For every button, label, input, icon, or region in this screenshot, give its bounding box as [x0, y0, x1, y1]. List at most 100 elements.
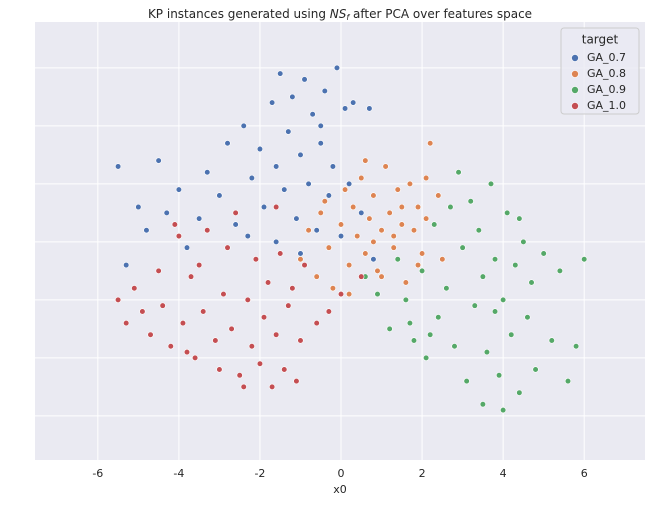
point: [337, 290, 345, 298]
point: [204, 169, 211, 176]
point: [155, 157, 162, 164]
point: [293, 215, 300, 222]
point: [350, 203, 357, 211]
point: [200, 308, 207, 315]
chart-title: KP instances generated using NSf after P…: [148, 7, 532, 22]
point: [423, 215, 430, 222]
point: [329, 285, 337, 292]
point: [244, 232, 251, 240]
point: [135, 203, 142, 211]
plot-area: [35, 22, 645, 460]
point: [508, 331, 515, 338]
point: [191, 354, 199, 361]
point: [447, 203, 454, 211]
point: [337, 232, 345, 240]
point: [143, 227, 150, 234]
point: [435, 314, 442, 321]
point: [455, 169, 462, 176]
point: [216, 366, 223, 373]
point: [301, 261, 308, 269]
x-tick-label: -2: [254, 467, 265, 480]
point: [540, 250, 547, 257]
point: [155, 267, 162, 274]
point: [179, 319, 187, 327]
point: [463, 378, 470, 385]
point: [350, 99, 357, 106]
point: [443, 285, 450, 292]
point: [204, 227, 211, 234]
point: [273, 163, 280, 170]
point: [277, 250, 284, 257]
point: [500, 296, 507, 303]
point: [358, 174, 365, 182]
point: [317, 209, 324, 216]
point: [171, 221, 178, 228]
point: [378, 227, 385, 234]
point: [325, 192, 332, 199]
point: [297, 337, 304, 344]
point: [264, 279, 272, 286]
point: [196, 215, 203, 222]
point: [516, 389, 523, 396]
point: [410, 337, 418, 344]
point: [532, 366, 539, 373]
point: [123, 261, 130, 269]
point: [228, 325, 235, 332]
point: [196, 261, 203, 269]
point: [346, 290, 353, 298]
point: [418, 267, 426, 274]
point: [483, 348, 491, 356]
point: [423, 354, 430, 361]
point: [301, 76, 308, 83]
point: [248, 343, 255, 350]
point: [256, 145, 264, 153]
point: [297, 256, 304, 263]
point: [232, 209, 239, 216]
legend-marker: [571, 86, 579, 94]
point: [289, 93, 296, 100]
point: [370, 256, 377, 263]
point: [459, 244, 466, 251]
point: [394, 186, 401, 193]
title-part: NS: [330, 7, 347, 21]
legend: target GA_0.7 GA_0.8 GA_0.9 GA_1.0: [560, 27, 640, 115]
point: [524, 314, 531, 321]
point: [256, 360, 264, 367]
point: [370, 238, 377, 245]
x-tick-label: 6: [581, 467, 588, 480]
points: [114, 64, 588, 414]
point: [491, 308, 499, 315]
point: [495, 372, 503, 379]
point: [325, 244, 332, 251]
point: [281, 186, 288, 193]
point: [402, 296, 409, 303]
point: [114, 296, 122, 303]
point: [354, 232, 361, 240]
x-tick-label: -4: [173, 467, 184, 480]
point: [309, 111, 316, 118]
point: [500, 407, 507, 414]
x-tick-label: 4: [500, 467, 507, 480]
point: [285, 302, 292, 309]
x-tick-label: 0: [338, 467, 345, 480]
point: [362, 157, 369, 164]
point: [297, 151, 304, 158]
point: [269, 99, 276, 106]
legend-title: target: [582, 33, 619, 47]
legend-marker: [571, 102, 579, 110]
point: [273, 238, 280, 245]
point: [556, 267, 563, 274]
point: [240, 122, 247, 129]
point: [341, 105, 349, 112]
point: [366, 105, 373, 112]
point: [346, 180, 353, 187]
point: [183, 244, 191, 251]
point: [289, 285, 296, 292]
point: [224, 244, 231, 251]
point: [147, 331, 154, 338]
legend-marker: [571, 54, 579, 62]
point: [366, 215, 373, 222]
point: [467, 198, 474, 205]
point: [317, 140, 324, 147]
